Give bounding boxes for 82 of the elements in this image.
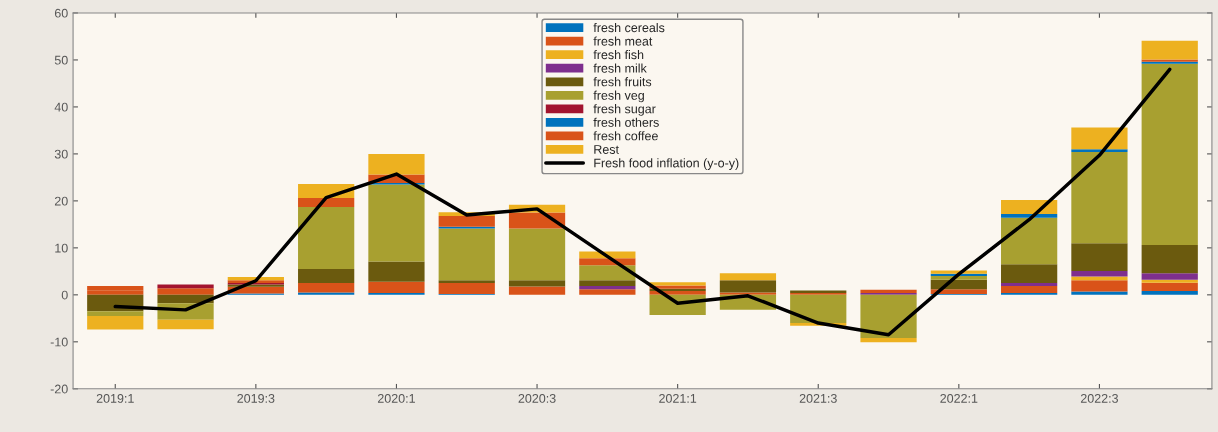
legend-label: fresh veg [593, 90, 644, 103]
bar [298, 206, 355, 269]
x-tick-label: 2022:3 [1080, 393, 1118, 403]
bar [87, 285, 144, 291]
legend-label: fresh coffee [593, 131, 658, 141]
bar [298, 269, 355, 284]
legend-label: fresh fruits [593, 77, 652, 87]
x-tick-label: 2021:3 [799, 393, 837, 403]
legend-label: fresh fish [593, 50, 644, 60]
bar [368, 281, 425, 293]
legend-label: fresh meat [593, 36, 653, 46]
bar [298, 292, 355, 295]
bar [508, 212, 566, 229]
bar [860, 338, 917, 343]
bar [1141, 282, 1198, 292]
bar [508, 228, 566, 281]
bar [1071, 149, 1128, 153]
bar [1141, 245, 1198, 274]
y-tick-label: 40 [54, 102, 68, 112]
bar [1141, 273, 1198, 280]
bar [930, 289, 987, 294]
bar [790, 294, 847, 324]
bar [508, 286, 566, 295]
y-tick-label: -20 [50, 384, 68, 394]
bar [157, 288, 214, 295]
bar [719, 292, 777, 295]
x-tick-label: 2020:1 [377, 393, 415, 403]
bar [438, 215, 495, 227]
x-tick-label: 2020:3 [518, 393, 556, 403]
bar [87, 315, 144, 330]
bar [1141, 63, 1198, 246]
legend-label: fresh sugar [593, 104, 656, 116]
legend-label: fresh others [593, 117, 659, 127]
bar [579, 265, 636, 281]
y-tick-label: 30 [54, 149, 68, 159]
bar [87, 311, 144, 316]
bar [298, 198, 355, 207]
bar [1001, 199, 1058, 215]
bar [1071, 152, 1128, 244]
x-tick-label: 2021:1 [659, 393, 697, 403]
legend-label: fresh milk [593, 63, 647, 73]
bar [298, 283, 355, 293]
bar [1001, 283, 1058, 286]
bar [1001, 217, 1058, 265]
bar [860, 294, 917, 339]
bar [1071, 127, 1128, 150]
bar [1071, 270, 1128, 277]
bar [1001, 285, 1058, 293]
bar [1141, 279, 1198, 283]
y-tick-label: 10 [55, 243, 68, 253]
bar [579, 280, 636, 286]
y-tick-label: 0 [61, 290, 68, 300]
y-tick-label: 20 [54, 196, 68, 206]
bar [87, 290, 144, 295]
bar [1141, 40, 1198, 60]
bar [719, 280, 777, 293]
bar [368, 153, 425, 175]
legend-label: fresh cereals [593, 22, 665, 33]
bar [438, 283, 495, 294]
bar [1141, 291, 1198, 295]
bar [157, 319, 214, 330]
legend-label: Rest [594, 145, 619, 154]
bar [1001, 214, 1058, 218]
bar [438, 280, 495, 284]
bar [438, 228, 495, 281]
bar [1071, 291, 1128, 295]
bar [508, 280, 566, 287]
y-tick-label: 50 [54, 55, 68, 65]
bar [368, 261, 425, 282]
x-tick-label: 2019:1 [96, 393, 134, 403]
y-tick-label: 60 [54, 8, 68, 18]
bar [579, 289, 636, 295]
bar [1001, 264, 1058, 284]
bar [579, 285, 636, 290]
x-tick-label: 2019:3 [237, 393, 275, 403]
bar [1071, 243, 1128, 271]
bar [368, 184, 425, 262]
bar [719, 273, 777, 281]
x-tick-label: 2022:1 [940, 393, 978, 403]
legend-label: Fresh food inflation (y-o-y) [594, 158, 739, 170]
bar [1071, 280, 1128, 292]
y-tick-label: -10 [50, 337, 68, 347]
